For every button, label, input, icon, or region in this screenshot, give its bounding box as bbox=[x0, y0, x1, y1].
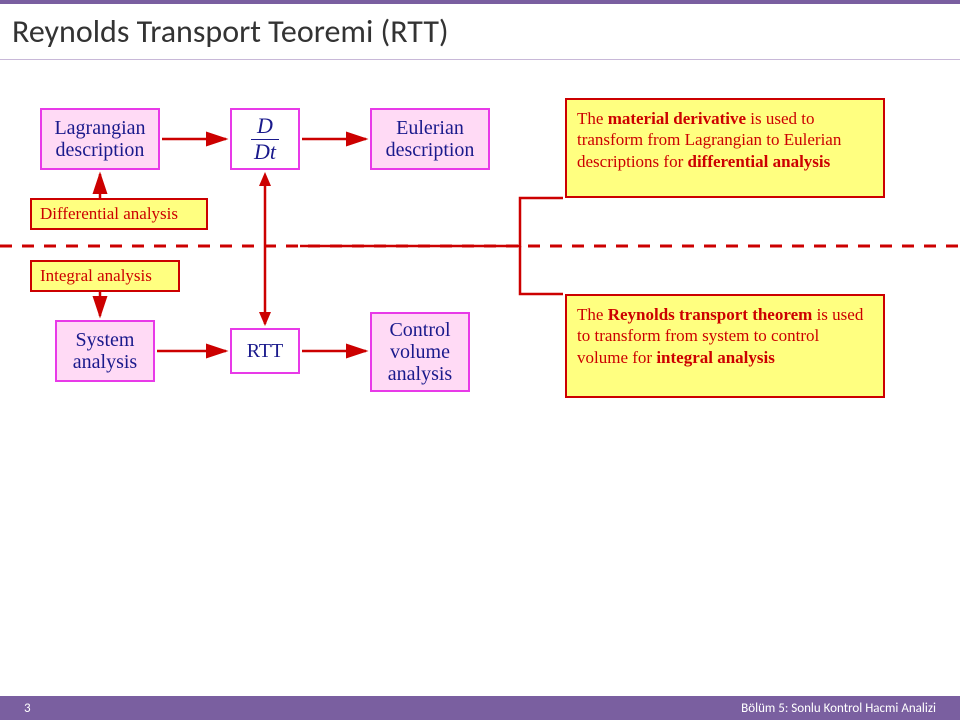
note-top-text: The material derivative is used to trans… bbox=[577, 108, 873, 172]
node-system-l2: analysis bbox=[73, 351, 137, 373]
node-lagrangian-l2: description bbox=[56, 139, 145, 161]
rtt-text: RTT bbox=[247, 340, 284, 362]
node-ddt: D Dt bbox=[230, 108, 300, 170]
ddt-den: Dt bbox=[248, 140, 282, 164]
node-eulerian: Eulerian description bbox=[370, 108, 490, 170]
node-system: System analysis bbox=[55, 320, 155, 382]
int-text: Integral analysis bbox=[40, 267, 152, 286]
diagram-canvas: Lagrangian description D Dt Eulerian des… bbox=[0, 90, 960, 440]
note-bot-text: The Reynolds transport theorem is used t… bbox=[577, 304, 873, 368]
node-rtt: RTT bbox=[230, 328, 300, 374]
fraction-ddt: D Dt bbox=[248, 114, 282, 163]
node-system-l1: System bbox=[76, 329, 135, 351]
node-cv-l3: analysis bbox=[388, 363, 452, 385]
node-lagrangian-l1: Lagrangian bbox=[54, 117, 145, 139]
diff-text: Differential analysis bbox=[40, 205, 178, 224]
page-number: 3 bbox=[24, 701, 31, 716]
label-integral-analysis: Integral analysis bbox=[30, 260, 180, 292]
node-cv-l2: volume bbox=[390, 341, 450, 363]
node-eulerian-l2: description bbox=[386, 139, 475, 161]
footer-bar: 3 Bölüm 5: Sonlu Kontrol Hacmi Analizi bbox=[0, 696, 960, 720]
chapter-label: Bölüm 5: Sonlu Kontrol Hacmi Analizi bbox=[741, 701, 936, 716]
page-title: Reynolds Transport Teoremi (RTT) bbox=[12, 12, 449, 51]
label-differential-analysis: Differential analysis bbox=[30, 198, 208, 230]
title-bar: Reynolds Transport Teoremi (RTT) bbox=[0, 4, 960, 60]
node-lagrangian: Lagrangian description bbox=[40, 108, 160, 170]
node-cv: Control volume analysis bbox=[370, 312, 470, 392]
node-eulerian-l1: Eulerian bbox=[396, 117, 464, 139]
note-rtt: The Reynolds transport theorem is used t… bbox=[565, 294, 885, 398]
note-material-derivative: The material derivative is used to trans… bbox=[565, 98, 885, 198]
ddt-num: D bbox=[251, 114, 279, 139]
node-cv-l1: Control bbox=[389, 319, 450, 341]
